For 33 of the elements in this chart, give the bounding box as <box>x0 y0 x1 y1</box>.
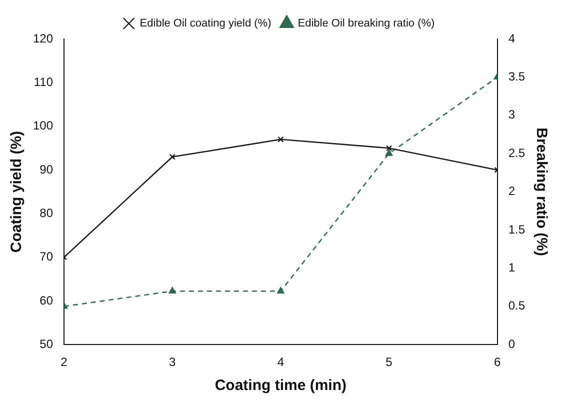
y2-tick-label: 4 <box>508 31 516 46</box>
x-tick-label: 5 <box>386 355 393 370</box>
x-tick-label: 2 <box>60 355 68 370</box>
y-tick-label: 70 <box>40 250 54 264</box>
point <box>168 287 176 294</box>
point <box>385 150 393 156</box>
point <box>278 136 284 142</box>
legend-label: Edible Oil coating yield (%) <box>140 18 272 30</box>
y2-tick-label: 1 <box>508 260 516 275</box>
y2-tick-label: 0.5 <box>508 298 526 313</box>
y-tick-label: 100 <box>32 118 54 133</box>
y-tick-label: 60 <box>40 293 54 308</box>
y-axis-title: Coating yield (%) <box>8 130 26 253</box>
point <box>277 287 284 294</box>
y-tick-label: 90 <box>40 162 54 176</box>
y2-tick-label: 2.5 <box>508 146 526 160</box>
y2-tick-label: 3 <box>508 108 516 122</box>
y2-axis-title: Breaking ratio (%) <box>532 128 550 256</box>
point <box>169 154 176 160</box>
x-axis-title: Coating time (min) <box>214 377 347 394</box>
x-tick-label: 4 <box>277 355 284 370</box>
legend-label: Edible Oil breaking ratio (%) <box>298 18 435 30</box>
y2-tick-label: 2 <box>508 184 516 198</box>
y-tick-label: 110 <box>34 74 54 89</box>
y-tick-label: 50 <box>40 336 54 351</box>
y2-tick-label: 1.5 <box>508 222 526 236</box>
x-tick-label: 6 <box>494 355 501 370</box>
y2-tick-label: 3.5 <box>508 70 526 84</box>
y-tick-label: 80 <box>40 206 54 220</box>
y2-tick-label: 0 <box>508 336 516 351</box>
point <box>386 145 392 152</box>
y-tick-label: 120 <box>32 31 54 46</box>
x-tick-label: 3 <box>169 355 176 370</box>
